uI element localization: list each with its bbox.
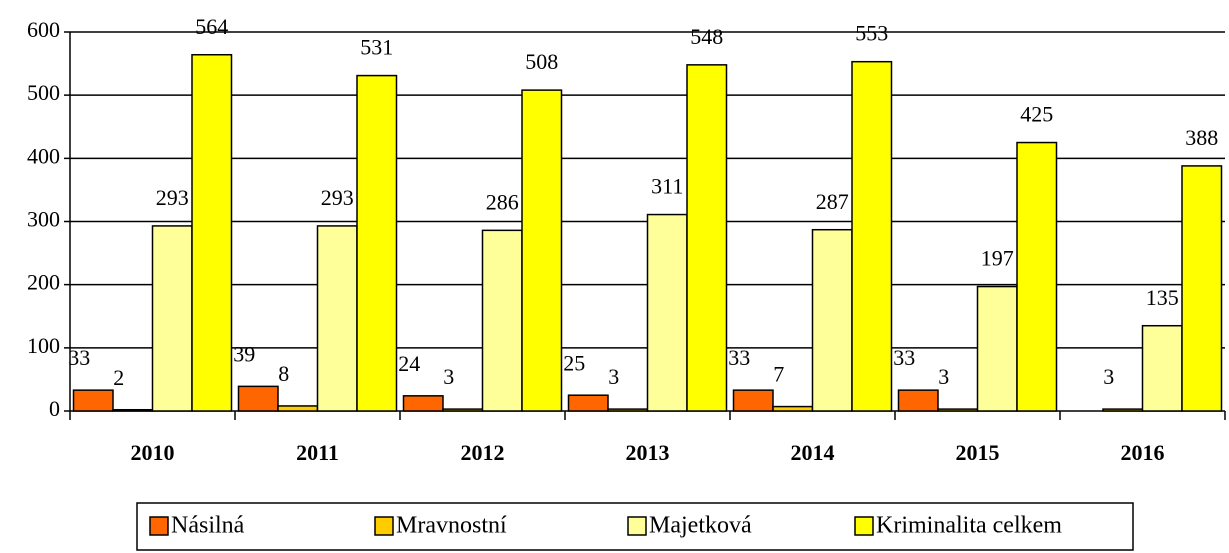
legend-label: Kriminalita celkem <box>876 513 1062 539</box>
data-label: 25 <box>563 350 585 375</box>
y-tick-label: 500 <box>27 80 60 105</box>
data-label: 531 <box>360 35 393 60</box>
y-tick-label: 0 <box>49 396 60 421</box>
bar <box>897 389 939 412</box>
bar <box>772 405 814 412</box>
data-label: 8 <box>278 361 289 386</box>
y-tick-label: 100 <box>27 333 60 358</box>
bar <box>316 225 358 412</box>
bar <box>521 89 563 412</box>
bar <box>481 229 523 412</box>
x-tick-label: 2013 <box>626 440 670 465</box>
bar <box>191 53 233 412</box>
legend-label: Mravnostní <box>396 513 507 539</box>
x-tick-label: 2010 <box>131 440 175 465</box>
bar <box>442 408 484 412</box>
bar <box>277 405 319 412</box>
bar <box>607 408 649 412</box>
legend-swatch <box>627 516 647 536</box>
data-label: 33 <box>68 345 90 370</box>
data-label: 293 <box>156 185 189 210</box>
bar <box>1102 408 1144 412</box>
data-label: 293 <box>321 185 354 210</box>
data-label: 286 <box>486 189 519 214</box>
bar <box>237 385 279 412</box>
data-label: 508 <box>525 49 558 74</box>
legend-label: Násilná <box>171 513 245 539</box>
data-label: 311 <box>651 174 683 199</box>
bar <box>811 228 853 412</box>
data-label: 197 <box>981 246 1014 271</box>
data-label: 3 <box>608 364 619 389</box>
bar <box>976 285 1018 412</box>
bar <box>686 64 728 412</box>
x-tick-label: 2014 <box>791 440 835 465</box>
legend-label: Majetková <box>649 513 752 539</box>
legend-swatch <box>854 516 874 536</box>
x-tick-label: 2016 <box>1121 440 1165 465</box>
bar <box>1181 165 1223 412</box>
bar <box>646 213 688 412</box>
data-label: 564 <box>195 14 228 39</box>
data-label: 553 <box>855 21 888 46</box>
legend-swatch <box>374 516 394 536</box>
data-label: 7 <box>773 362 784 387</box>
x-tick-label: 2012 <box>461 440 505 465</box>
data-label: 388 <box>1185 125 1218 150</box>
bar <box>151 225 193 412</box>
data-label: 2 <box>113 365 124 390</box>
data-label: 24 <box>398 351 420 376</box>
bar <box>1016 141 1058 412</box>
y-tick-label: 300 <box>27 207 60 232</box>
data-label: 3 <box>938 364 949 389</box>
y-tick-label: 600 <box>27 17 60 42</box>
x-tick-label: 2011 <box>296 440 339 465</box>
data-label: 548 <box>690 24 723 49</box>
legend-swatch <box>149 516 169 536</box>
x-tick-label: 2015 <box>956 440 1000 465</box>
bar <box>732 389 774 412</box>
bar <box>567 394 609 412</box>
data-label: 425 <box>1020 102 1053 127</box>
data-label: 3 <box>1103 364 1114 389</box>
bar <box>1141 324 1183 412</box>
bar <box>402 395 444 412</box>
data-label: 3 <box>443 364 454 389</box>
y-tick-label: 400 <box>27 143 60 168</box>
bar <box>356 74 398 412</box>
y-tick-label: 200 <box>27 270 60 295</box>
data-label: 33 <box>728 345 750 370</box>
bar <box>851 60 893 412</box>
data-label: 287 <box>816 189 849 214</box>
bar <box>72 389 114 412</box>
bar <box>112 408 154 412</box>
bar <box>937 408 979 412</box>
data-label: 33 <box>893 345 915 370</box>
data-label: 135 <box>1146 285 1179 310</box>
data-label: 39 <box>233 341 255 366</box>
